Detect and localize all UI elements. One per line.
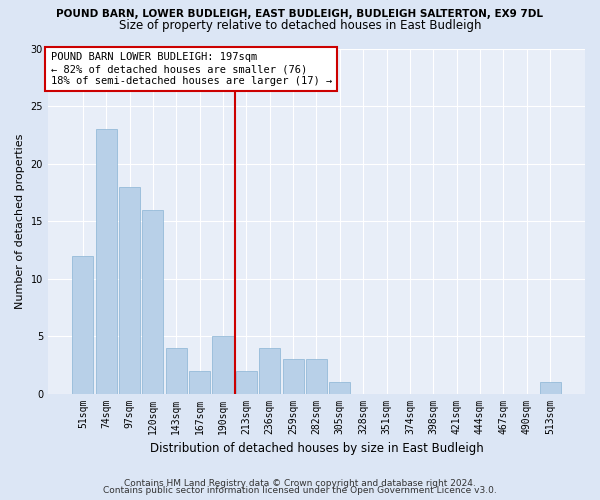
Bar [283, 359, 304, 394]
Text: POUND BARN, LOWER BUDLEIGH, EAST BUDLEIGH, BUDLEIGH SALTERTON, EX9 7DL: POUND BARN, LOWER BUDLEIGH, EAST BUDLEIG… [56, 9, 544, 19]
Bar [119, 187, 140, 394]
Bar [306, 359, 327, 394]
Text: Contains public sector information licensed under the Open Government Licence v3: Contains public sector information licen… [103, 486, 497, 495]
Text: Contains HM Land Registry data © Crown copyright and database right 2024.: Contains HM Land Registry data © Crown c… [124, 478, 476, 488]
Bar [539, 382, 560, 394]
X-axis label: Distribution of detached houses by size in East Budleigh: Distribution of detached houses by size … [149, 442, 484, 455]
Bar [189, 370, 210, 394]
Bar [212, 336, 233, 394]
Y-axis label: Number of detached properties: Number of detached properties [15, 134, 25, 309]
Bar [259, 348, 280, 394]
Text: POUND BARN LOWER BUDLEIGH: 197sqm
← 82% of detached houses are smaller (76)
18% : POUND BARN LOWER BUDLEIGH: 197sqm ← 82% … [50, 52, 332, 86]
Bar [142, 210, 163, 394]
Bar [95, 130, 117, 394]
Bar [329, 382, 350, 394]
Bar [236, 370, 257, 394]
Bar [73, 256, 94, 394]
Text: Size of property relative to detached houses in East Budleigh: Size of property relative to detached ho… [119, 18, 481, 32]
Bar [166, 348, 187, 394]
